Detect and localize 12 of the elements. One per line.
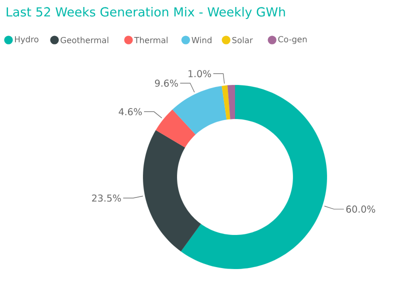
legend-label: Geothermal xyxy=(60,36,108,44)
data-label: 1.0% xyxy=(188,70,212,78)
legend-label: Solar xyxy=(232,36,253,44)
legend-label: Thermal xyxy=(134,36,168,44)
data-label: 4.6% xyxy=(118,108,142,116)
legend-label: Wind xyxy=(192,36,212,44)
data-label: 9.6% xyxy=(154,80,178,87)
data-label: 60.0% xyxy=(346,206,376,213)
chart-title: Last 52 Weeks Generation Mix - Weekly GWh xyxy=(6,6,285,20)
legend-label: Hydro xyxy=(15,36,38,44)
data-label: 23.5% xyxy=(92,194,121,202)
legend-label: Co-gen xyxy=(278,36,307,44)
